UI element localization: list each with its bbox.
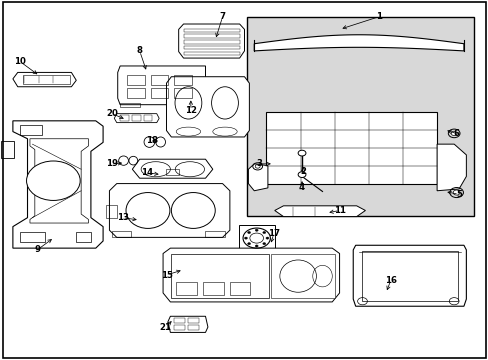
- Bar: [151, 75, 168, 85]
- Circle shape: [244, 237, 247, 239]
- Text: 18: 18: [145, 136, 158, 145]
- Text: 1: 1: [375, 12, 381, 21]
- Text: 13: 13: [116, 213, 128, 222]
- Text: 8: 8: [136, 46, 142, 55]
- Text: 20: 20: [106, 109, 118, 118]
- Bar: [151, 88, 168, 98]
- Circle shape: [247, 231, 250, 234]
- Text: 7: 7: [219, 12, 225, 21]
- Bar: [183, 40, 239, 44]
- Polygon shape: [30, 139, 88, 223]
- Bar: [127, 75, 145, 85]
- Polygon shape: [109, 184, 229, 237]
- Bar: [143, 116, 152, 121]
- Text: 5: 5: [455, 190, 461, 199]
- Circle shape: [262, 243, 265, 245]
- Polygon shape: [254, 35, 463, 51]
- Bar: [183, 35, 239, 38]
- Circle shape: [298, 172, 305, 177]
- Bar: [183, 29, 239, 32]
- Bar: [127, 88, 145, 98]
- Bar: [238, 225, 275, 251]
- Bar: [188, 325, 199, 330]
- Text: 6: 6: [453, 129, 459, 138]
- Polygon shape: [167, 316, 207, 332]
- Bar: [183, 51, 239, 55]
- Polygon shape: [271, 253, 334, 298]
- Text: 16: 16: [384, 276, 396, 285]
- Bar: [173, 325, 184, 330]
- Polygon shape: [163, 248, 339, 302]
- Circle shape: [298, 150, 305, 156]
- Bar: [173, 318, 184, 323]
- Bar: [120, 116, 129, 121]
- Text: 9: 9: [34, 246, 40, 255]
- Circle shape: [265, 237, 268, 239]
- Polygon shape: [13, 72, 76, 87]
- Circle shape: [452, 190, 459, 195]
- Polygon shape: [436, 144, 466, 191]
- Polygon shape: [352, 245, 466, 306]
- Circle shape: [262, 231, 265, 234]
- Bar: [174, 88, 191, 98]
- Text: 2: 2: [300, 167, 305, 176]
- Circle shape: [450, 131, 456, 135]
- Circle shape: [255, 245, 258, 247]
- Text: 19: 19: [106, 159, 118, 168]
- Polygon shape: [274, 206, 365, 217]
- Polygon shape: [248, 164, 267, 191]
- Bar: [132, 116, 141, 121]
- Text: 21: 21: [159, 323, 171, 332]
- Circle shape: [247, 243, 250, 245]
- Circle shape: [255, 229, 258, 231]
- Bar: [229, 282, 250, 296]
- Polygon shape: [166, 77, 249, 137]
- Bar: [266, 112, 436, 184]
- Bar: [203, 282, 223, 296]
- Bar: [166, 168, 178, 175]
- Text: 14: 14: [141, 168, 153, 177]
- Bar: [176, 282, 196, 296]
- Polygon shape: [114, 114, 159, 123]
- Text: 10: 10: [14, 57, 26, 66]
- Circle shape: [26, 161, 80, 201]
- Text: 4: 4: [298, 183, 305, 192]
- Text: 17: 17: [267, 229, 279, 238]
- Polygon shape: [13, 121, 103, 248]
- Polygon shape: [118, 66, 205, 105]
- Polygon shape: [132, 159, 212, 178]
- Bar: [22, 75, 70, 84]
- Text: 11: 11: [333, 206, 345, 215]
- Text: 12: 12: [184, 105, 197, 114]
- Bar: [174, 75, 191, 85]
- Bar: [120, 103, 140, 107]
- Bar: [171, 253, 268, 298]
- Polygon shape: [178, 24, 244, 58]
- Text: 15: 15: [160, 270, 172, 279]
- Text: 3: 3: [256, 159, 262, 168]
- Circle shape: [255, 165, 260, 168]
- Bar: [246, 17, 473, 216]
- Bar: [188, 318, 199, 323]
- Bar: [183, 46, 239, 49]
- Bar: [361, 251, 457, 301]
